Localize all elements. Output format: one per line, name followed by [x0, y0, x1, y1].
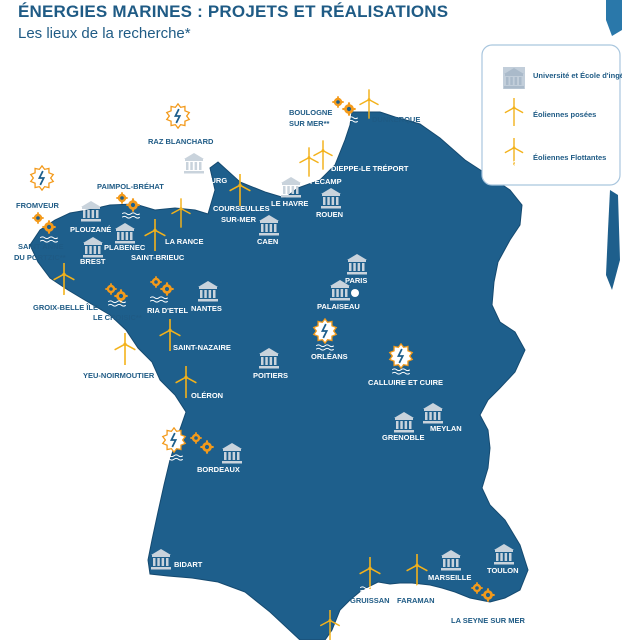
- label-du-portzic: DU PORTZIC**: [14, 253, 66, 262]
- label-saint-brieuc: SAINT-BRIEUC: [131, 253, 185, 262]
- label-bordeaux: BORDEAUX: [197, 465, 240, 474]
- map-labels: RAZ BLANCHARD BOULOGNE SUR MER** DUNKERQ…: [14, 108, 525, 625]
- label-courseulles: COURSEULLES: [213, 204, 270, 213]
- map-title: ÉNERGIES MARINES : PROJETS ET RÉALISATIO…: [18, 2, 449, 21]
- map-icons: [29, 88, 514, 640]
- label-le-havre: LE HAVRE: [271, 199, 308, 208]
- label-plabenec: PLABENEC: [104, 243, 146, 252]
- raz-blanchard-icon: [165, 103, 191, 129]
- map-subtitle: Les lieux de la recherche*: [18, 25, 191, 42]
- label-brest: BREST: [80, 257, 106, 266]
- label-boulogne: BOULOGNE: [289, 108, 332, 117]
- label-la-rance: LA RANCE: [165, 237, 203, 246]
- label-sur-mer-2: SUR-MER: [221, 215, 257, 224]
- label-gruissan: GRUISSAN: [350, 596, 390, 605]
- legend-university-label: Université et École d'ingénieurs: [533, 71, 622, 80]
- label-saint-anne: SAINT ANNE: [18, 242, 64, 251]
- label-fecamp: FÉCAMP: [310, 177, 342, 186]
- label-le-croisic: LE CROISIC**: [93, 313, 142, 322]
- label-palaiseau: PALAISEAU: [317, 302, 360, 311]
- legend-flottantes-label: Éoliennes Flottantes: [533, 153, 606, 162]
- label-paris: PARIS: [345, 276, 367, 285]
- corsica: [606, 190, 620, 290]
- label-rouen: ROUEN: [316, 210, 343, 219]
- paris-dot: [351, 289, 359, 297]
- label-cherbourg: CHERBOURG: [178, 176, 227, 185]
- label-calluire: CALLUIRE ET CUIRE: [368, 378, 443, 387]
- corsica-north: [606, 0, 622, 36]
- label-orleans: ORLÉANS: [311, 352, 348, 361]
- label-oleron: OLÉRON: [191, 391, 223, 400]
- label-ria-detel: RIA D'ETEL: [147, 306, 189, 315]
- label-caen: CAEN: [257, 237, 278, 246]
- label-paimpol: PAIMPOL-BRÉHAT: [97, 182, 164, 191]
- label-poitiers: POITIERS: [253, 371, 288, 380]
- label-la-seyne: LA SEYNE SUR MER: [451, 616, 525, 625]
- label-nantes: NANTES: [191, 304, 222, 313]
- label-raz-blanchard: RAZ BLANCHARD: [148, 137, 214, 146]
- label-bidart: BIDART: [174, 560, 203, 569]
- legend-posees-label: Éoliennes posées: [533, 110, 596, 119]
- label-faraman: FARAMAN: [397, 596, 435, 605]
- label-fromveur: FROMVEUR: [16, 201, 60, 210]
- label-yeu: YEU-NOIRMOUTIER: [83, 371, 155, 380]
- fromveur-icon: [29, 165, 55, 191]
- label-dunkerque: DUNKERQUE: [372, 115, 420, 124]
- label-marseille: MARSEILLE: [428, 573, 471, 582]
- label-toulon: TOULON: [487, 566, 519, 575]
- label-meylan: MEYLAN: [430, 424, 462, 433]
- label-saint-nazaire: SAINT-NAZAIRE: [173, 343, 231, 352]
- label-dieppe: DIEPPE-LE TRÉPORT: [331, 164, 409, 173]
- legend: Université et École d'ingénieurs Éolienn…: [481, 44, 622, 186]
- label-grenoble: GRENOBLE: [382, 433, 425, 442]
- label-plouzane: PLOUZANÉ: [70, 225, 111, 234]
- label-groix: GROIX-BELLE ÎLE: [33, 303, 98, 312]
- label-sur-mer: SUR MER**: [289, 119, 330, 128]
